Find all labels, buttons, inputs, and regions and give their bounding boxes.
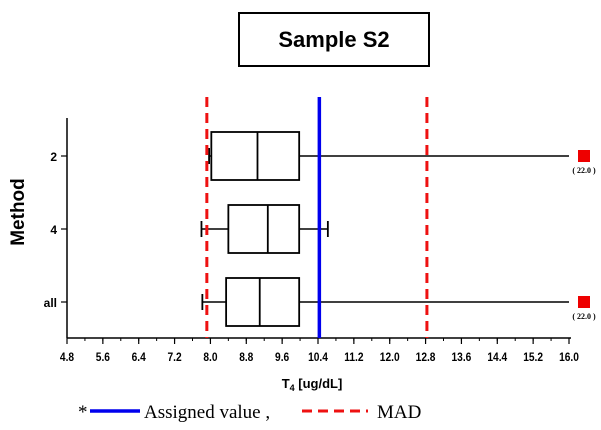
chart-title: Sample S2 (238, 12, 430, 67)
y-tick-label: 4 (50, 223, 57, 237)
x-tick-label: 14.4 (487, 351, 508, 364)
outlier-label: ( 22.0 ) (572, 166, 596, 175)
boxplot-chart: 4.8 5.6 6.4 7.2 8.0 8.8 9.6 10.4 11.2 12.0 12.8 13.… (8, 97, 596, 393)
outlier-marker (578, 150, 590, 162)
x-tick-label: 4.8 (60, 351, 74, 364)
x-axis-label-main: T (282, 376, 290, 391)
outlier-label: ( 22.0 ) (572, 312, 596, 321)
x-tick-label: 12.8 (416, 351, 436, 364)
outlier-marker (578, 296, 590, 308)
legend-prefix: * (78, 402, 88, 423)
box-iqr (225, 277, 301, 327)
x-tick-label: 8.8 (239, 351, 253, 364)
box-iqr (210, 131, 301, 181)
y-axis-label: Method (8, 178, 29, 246)
legend-mad-label: MAD (377, 402, 421, 423)
x-tick-label: 15.2 (523, 351, 543, 364)
y-tick-label: all (44, 296, 57, 310)
x-tick-label: 13.6 (452, 351, 472, 364)
x-axis-label-unit: [ug/dL] (295, 376, 343, 391)
plot-area: 4.8 5.6 6.4 7.2 8.0 8.8 9.6 10.4 11.2 12.0 12.8 13.… (44, 97, 596, 364)
x-tick-label: 10.4 (308, 351, 329, 364)
x-axis-label: T4 [ug/dL] (282, 376, 343, 393)
x-axis-label-sub: 4 (290, 383, 295, 393)
legend: * Assigned value , MAD (78, 402, 421, 423)
y-tick-label: 2 (50, 150, 57, 164)
x-tick-label: 7.2 (167, 351, 181, 364)
x-tick-label: 11.2 (344, 351, 363, 364)
legend-assigned-label: Assigned value , (144, 402, 270, 423)
box-iqr (227, 204, 301, 254)
x-tick-label: 6.4 (132, 351, 147, 364)
x-tick-label: 8.0 (203, 351, 217, 364)
x-tick-label: 9.6 (275, 351, 289, 364)
x-tick-label: 12.0 (380, 351, 400, 364)
x-tick-label: 16.0 (559, 351, 579, 364)
x-tick-label: 5.6 (96, 351, 110, 364)
